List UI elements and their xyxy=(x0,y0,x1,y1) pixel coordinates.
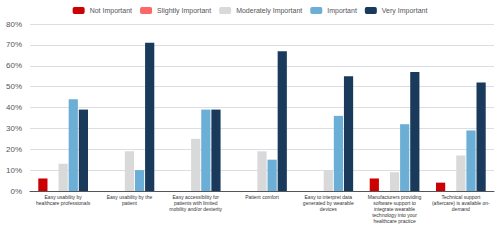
svg-text:software support to: software support to xyxy=(373,200,416,206)
svg-text:50%: 50% xyxy=(6,82,22,91)
svg-text:0%: 0% xyxy=(10,187,22,196)
svg-text:Easy accessibility for: Easy accessibility for xyxy=(172,194,219,200)
svg-text:patients with limited: patients with limited xyxy=(173,200,218,206)
svg-text:Easy usability by: Easy usability by xyxy=(44,194,82,200)
svg-text:Slightly Important: Slightly Important xyxy=(157,7,211,15)
svg-text:Moderately Important: Moderately Important xyxy=(236,7,302,15)
svg-text:40%: 40% xyxy=(6,103,22,112)
svg-text:80%: 80% xyxy=(6,20,22,29)
svg-text:generated by wearable: generated by wearable xyxy=(302,200,354,206)
svg-text:Very Important: Very Important xyxy=(382,7,428,15)
svg-text:10%: 10% xyxy=(6,166,22,175)
svg-text:Patient comfort: Patient comfort xyxy=(245,194,279,200)
svg-text:(aftercare) is available on-: (aftercare) is available on- xyxy=(432,200,490,206)
svg-text:Technical support: Technical support xyxy=(441,194,481,200)
svg-text:healthcare practice: healthcare practice xyxy=(373,218,415,224)
svg-text:integrate wearable: integrate wearable xyxy=(374,206,416,212)
svg-text:Important: Important xyxy=(327,7,357,15)
svg-text:mobility and/or dexterity: mobility and/or dexterity xyxy=(169,206,222,212)
svg-text:devices: devices xyxy=(320,206,337,212)
svg-text:70%: 70% xyxy=(6,40,22,49)
svg-text:healthcare professionals: healthcare professionals xyxy=(36,200,91,206)
svg-text:technology into your: technology into your xyxy=(372,212,417,218)
svg-text:20%: 20% xyxy=(6,145,22,154)
svg-text:patient: patient xyxy=(122,200,138,206)
svg-text:Easy to interpret data: Easy to interpret data xyxy=(304,194,353,200)
svg-text:60%: 60% xyxy=(6,61,22,70)
svg-text:Manufacturers providing: Manufacturers providing xyxy=(367,194,422,200)
svg-text:30%: 30% xyxy=(6,124,22,133)
svg-text:Easy usability by the: Easy usability by the xyxy=(106,194,153,200)
svg-text:Not Important: Not Important xyxy=(90,7,132,15)
svg-text:demand: demand xyxy=(452,206,470,212)
